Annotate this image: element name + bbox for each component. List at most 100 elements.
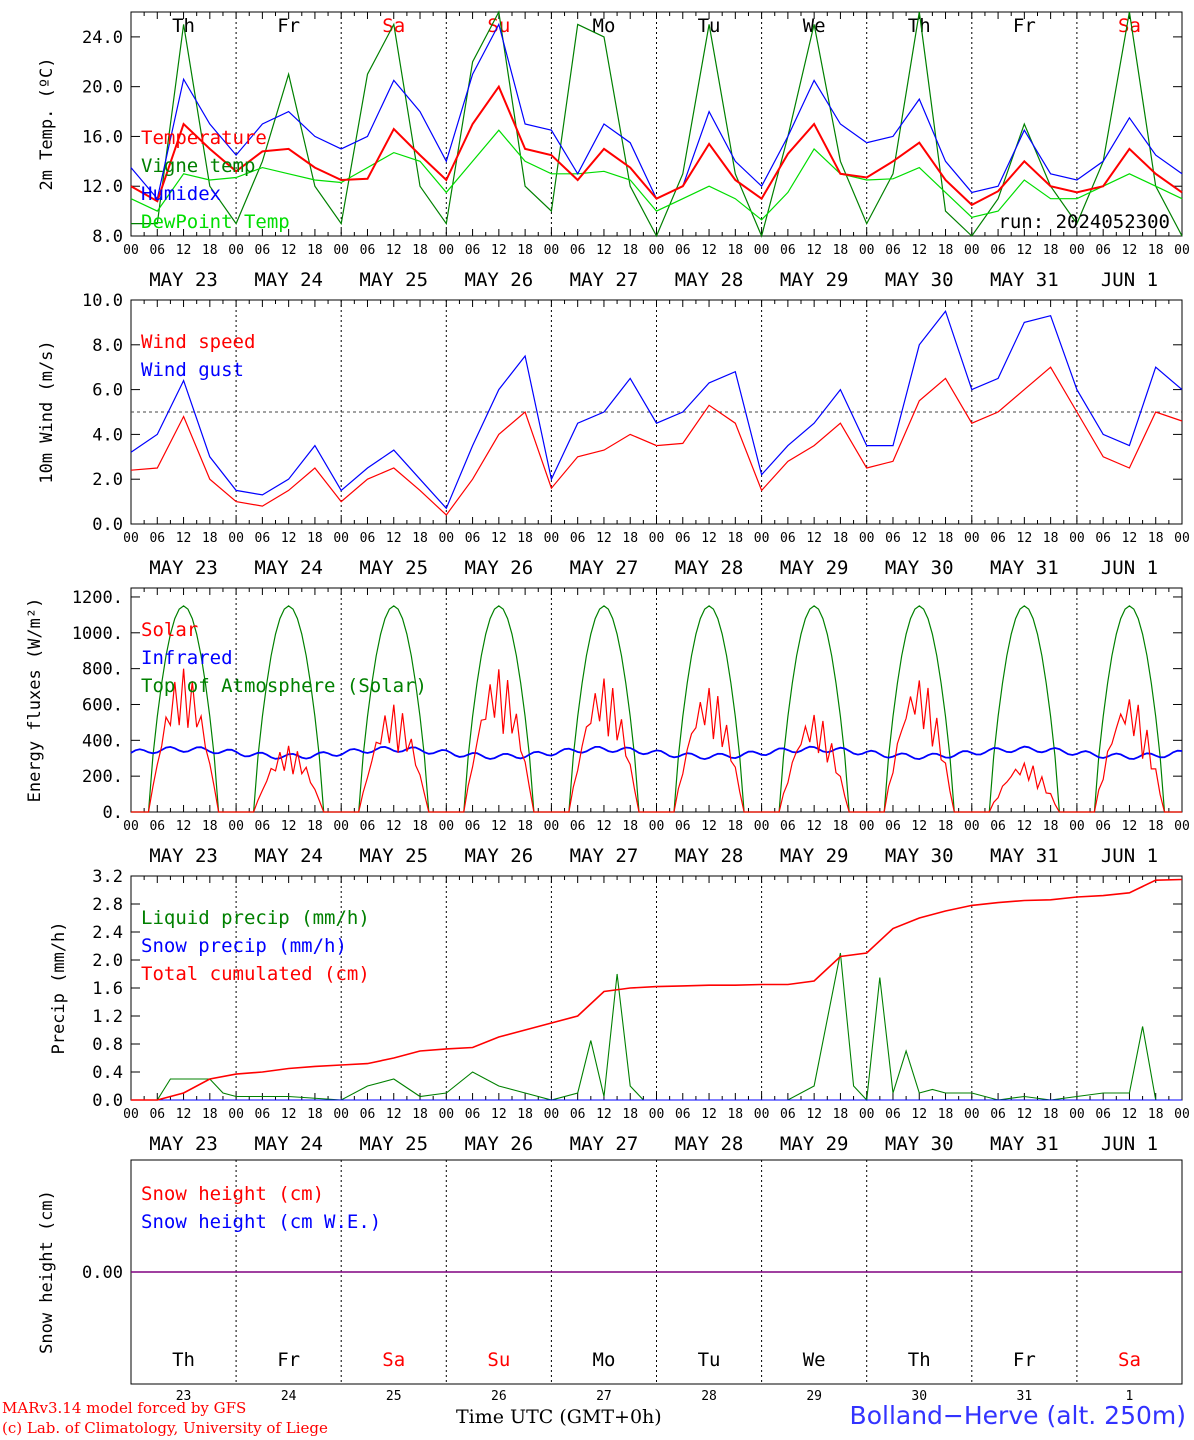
hour-tick-label: 06: [465, 243, 481, 258]
hour-tick-label: 00: [438, 243, 454, 258]
hour-tick-label: 12: [911, 1107, 927, 1122]
date-label: MAY 24: [254, 845, 323, 867]
y-tick-label: 6.0: [92, 381, 123, 401]
hour-tick-label: 18: [833, 1107, 849, 1122]
hour-tick-label: 18: [517, 243, 533, 258]
hour-tick-label: 18: [833, 531, 849, 546]
hour-tick-label: 18: [622, 1107, 638, 1122]
y-tick-label: 600.: [82, 695, 123, 715]
hour-tick-label: 00: [859, 243, 875, 258]
hour-tick-label: 18: [938, 531, 954, 546]
weekday-label: Sa: [382, 1349, 405, 1371]
series-total-precip: [131, 878, 1183, 1101]
date-label: MAY 27: [570, 1133, 639, 1155]
hour-tick-label: 12: [806, 1107, 822, 1122]
legend-entry: Wind gust: [141, 359, 244, 381]
hour-tick-label: 12: [386, 531, 402, 546]
hour-tick-label: 18: [307, 819, 323, 834]
hour-tick-label: 06: [570, 819, 586, 834]
date-label: MAY 23: [149, 269, 218, 291]
y-axis-label: 2m Temp. (ºC): [37, 57, 57, 190]
y-tick-label: 1000.: [72, 624, 123, 644]
hour-tick-label: 06: [990, 1107, 1006, 1122]
hour-tick-label: 00: [859, 819, 875, 834]
date-label: JUN 1: [1101, 845, 1158, 867]
hour-tick-label: 06: [570, 243, 586, 258]
hour-tick-label: 12: [701, 531, 717, 546]
hour-tick-label: 18: [622, 531, 638, 546]
model-credit: MARv3.14 model forced by GFS: [2, 1399, 247, 1417]
hour-tick-label: 00: [123, 531, 139, 546]
hour-tick-label: 12: [911, 819, 927, 834]
legend-entry: Snow precip (mm/h): [141, 935, 347, 957]
hour-tick-label: 06: [360, 819, 376, 834]
hour-tick-label: 00: [544, 819, 560, 834]
hour-tick-label: 12: [701, 1107, 717, 1122]
hour-tick-label: 18: [307, 1107, 323, 1122]
date-label: MAY 26: [465, 1133, 534, 1155]
date-label: JUN 1: [1101, 269, 1158, 291]
hour-tick-label: 00: [438, 819, 454, 834]
date-label: MAY 31: [990, 845, 1059, 867]
hour-tick-label: 18: [1148, 1107, 1164, 1122]
hour-tick-label: 12: [806, 819, 822, 834]
hour-tick-label: 00: [859, 1107, 875, 1122]
y-axis-label: Snow height (cm): [37, 1190, 57, 1354]
legend-entry: Solar: [141, 619, 198, 641]
day-number-label: 23: [176, 1389, 192, 1404]
lab-credit: (c) Lab. of Climatology, University of L…: [2, 1419, 328, 1437]
hour-tick-label: 12: [281, 243, 297, 258]
hour-tick-label: 06: [465, 531, 481, 546]
y-tick-label: 0.00: [82, 1263, 123, 1283]
y-tick-label: 16.0: [82, 127, 123, 147]
y-tick-label: 2.0: [92, 470, 123, 490]
date-label: MAY 30: [885, 269, 954, 291]
hour-tick-label: 12: [491, 243, 507, 258]
hour-tick-label: 06: [885, 1107, 901, 1122]
hour-tick-label: 12: [281, 819, 297, 834]
hour-tick-label: 12: [491, 1107, 507, 1122]
hour-tick-label: 06: [360, 243, 376, 258]
hour-tick-label: 00: [123, 243, 139, 258]
hour-tick-label: 06: [780, 819, 796, 834]
date-label: MAY 23: [149, 557, 218, 579]
hour-tick-label: 00: [1069, 819, 1085, 834]
weekday-label: Su: [487, 1349, 510, 1371]
hour-tick-label: 18: [517, 819, 533, 834]
date-label: MAY 30: [885, 557, 954, 579]
hour-tick-label: 12: [176, 531, 192, 546]
legend-entry: Snow height (cm W.E.): [141, 1211, 381, 1233]
hour-tick-label: 00: [333, 1107, 349, 1122]
day-number-label: 30: [911, 1389, 927, 1404]
site-title: Bolland−Herve (alt. 250m): [849, 1401, 1186, 1430]
hour-tick-label: 12: [701, 243, 717, 258]
y-tick-label: 12.0: [82, 177, 123, 197]
day-number-label: 25: [386, 1389, 402, 1404]
hour-tick-label: 06: [990, 243, 1006, 258]
date-label: JUN 1: [1101, 557, 1158, 579]
date-label: MAY 28: [675, 557, 744, 579]
hour-tick-label: 18: [202, 531, 218, 546]
hour-tick-label: 06: [990, 531, 1006, 546]
hour-tick-label: 12: [1122, 243, 1138, 258]
legend-entry: Liquid precip (mm/h): [141, 907, 370, 929]
date-label: MAY 25: [359, 269, 428, 291]
hour-tick-label: 06: [885, 243, 901, 258]
hour-tick-label: 12: [1017, 531, 1033, 546]
weekday-label: Fr: [277, 15, 300, 37]
date-label: MAY 30: [885, 845, 954, 867]
hour-tick-label: 18: [202, 243, 218, 258]
date-label: MAY 24: [254, 269, 323, 291]
date-label: MAY 28: [675, 845, 744, 867]
hour-tick-label: 06: [1095, 531, 1111, 546]
run-label: run: 2024052300: [998, 211, 1170, 233]
hour-tick-label: 00: [754, 531, 770, 546]
day-number-label: 29: [806, 1389, 822, 1404]
y-tick-label: 0.0: [92, 1091, 123, 1111]
y-axis-label: Energy fluxes (W/m²): [25, 598, 45, 803]
hour-tick-label: 00: [1174, 819, 1190, 834]
y-tick-label: 8.0: [92, 227, 123, 247]
hour-tick-label: 18: [833, 243, 849, 258]
hour-tick-label: 12: [386, 1107, 402, 1122]
hour-tick-label: 18: [622, 243, 638, 258]
